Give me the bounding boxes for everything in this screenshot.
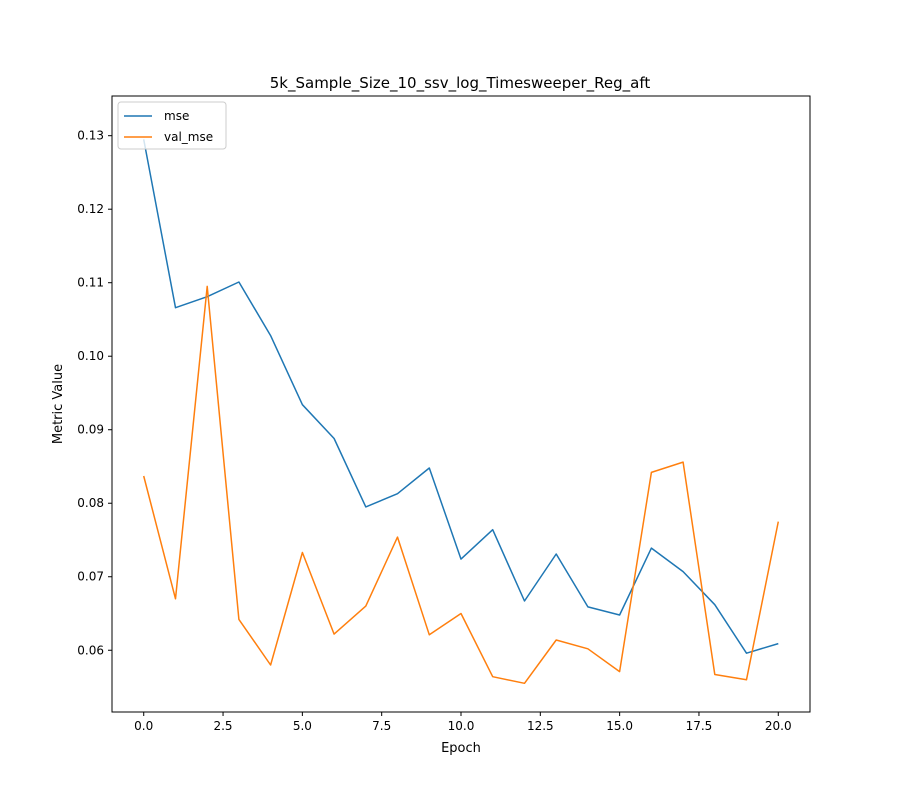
y-tick-label: 0.12: [77, 202, 104, 216]
chart-title: 5k_Sample_Size_10_ssv_log_Timesweeper_Re…: [270, 74, 651, 93]
y-tick-label: 0.08: [77, 496, 104, 510]
x-tick-label: 17.5: [686, 719, 713, 733]
x-tick-label: 5.0: [293, 719, 312, 733]
y-axis: 0.06 0.07 0.08 0.09 0.10 0.11 0.12 0.13: [77, 129, 112, 657]
y-axis-label: Metric Value: [51, 364, 66, 444]
y-tick-label: 0.10: [77, 349, 104, 363]
y-tick-label: 0.11: [77, 276, 104, 290]
x-tick-label: 12.5: [527, 719, 554, 733]
x-tick-label: 2.5: [213, 719, 232, 733]
x-tick-label: 20.0: [765, 719, 792, 733]
legend: mse val_mse: [117, 101, 227, 150]
x-tick-label: 0.0: [134, 719, 153, 733]
series-line-val-mse: [142, 285, 780, 685]
y-tick-label: 0.13: [77, 129, 104, 143]
legend-label-mse: mse: [164, 109, 189, 123]
plot-area: [111, 95, 811, 713]
legend-label-val-mse: val_mse: [164, 130, 213, 144]
x-axis: 0.0 2.5 5.0 7.5 10.0 12.5 15.0 17.5 20.0: [134, 712, 792, 733]
y-tick-label: 0.09: [77, 423, 104, 437]
x-tick-label: 7.5: [372, 719, 391, 733]
y-tick-label: 0.07: [77, 570, 104, 584]
y-tick-label: 0.06: [77, 643, 104, 657]
x-axis-label: Epoch: [441, 741, 481, 756]
series-layer: [142, 139, 780, 685]
x-tick-label: 15.0: [606, 719, 633, 733]
x-tick-label: 10.0: [448, 719, 475, 733]
series-line-mse: [142, 139, 779, 654]
